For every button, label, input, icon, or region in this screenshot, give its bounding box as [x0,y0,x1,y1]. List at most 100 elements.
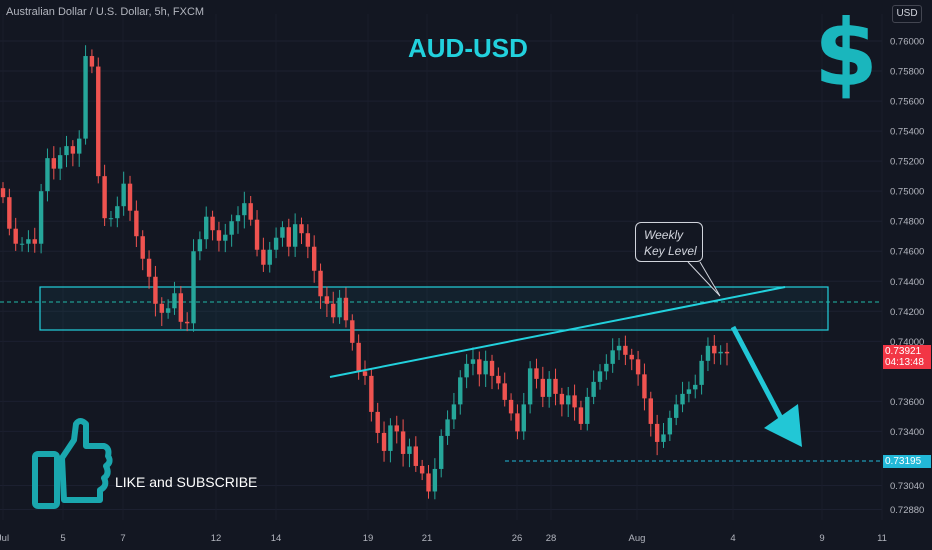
candle-body[interactable] [51,158,57,169]
candle-body[interactable] [712,345,717,354]
candle-body[interactable] [318,270,323,297]
candle-body[interactable] [591,381,596,397]
candle-body[interactable] [648,398,653,424]
candle-body[interactable] [388,425,393,451]
candle-body[interactable] [121,183,126,207]
candle-body[interactable] [197,239,203,252]
candle-body[interactable] [439,435,444,469]
candle-body[interactable] [623,345,628,355]
candle-body[interactable] [546,378,552,397]
candle-body[interactable] [521,404,526,432]
candle-body[interactable] [331,303,336,318]
candle-body[interactable] [642,374,647,399]
candle-body[interactable] [515,413,520,432]
candle-body[interactable] [559,393,565,405]
candle-body[interactable] [343,297,349,321]
candle-body[interactable] [311,246,317,271]
candle-body[interactable] [445,419,450,436]
candle-body[interactable] [204,216,209,240]
candle-body[interactable] [458,377,463,405]
candle-body[interactable] [693,384,698,390]
candle-body[interactable] [610,350,615,364]
candle-body[interactable] [324,296,330,304]
candle-body[interactable] [280,227,285,238]
candle-body[interactable] [134,210,139,237]
candle-body[interactable] [286,227,291,247]
candle-body[interactable] [667,417,673,435]
candle-body[interactable] [356,342,361,372]
candle-body[interactable] [267,249,272,265]
candle-body[interactable] [299,224,304,234]
candle-body[interactable] [566,395,571,405]
candle-body[interactable] [432,468,438,492]
candle-body[interactable] [146,258,152,277]
candle-body[interactable] [216,230,222,241]
candle-body[interactable] [273,237,279,250]
candle-body[interactable] [489,360,495,376]
candle-body[interactable] [394,425,399,432]
candle-body[interactable] [254,219,260,250]
candle-body[interactable] [19,243,25,245]
candle-body[interactable] [508,399,514,414]
candle-body[interactable] [400,431,406,454]
candle-body[interactable] [38,191,44,244]
candle-body[interactable] [13,228,18,244]
candle-body[interactable] [305,233,311,247]
candle-body[interactable] [502,383,507,400]
candle-body[interactable] [7,197,12,229]
candle-body[interactable] [178,293,184,322]
candle-body[interactable] [26,239,31,244]
candle-body[interactable] [686,389,692,394]
candle-body[interactable] [483,360,488,375]
candle-body[interactable] [96,66,101,177]
candle-body[interactable] [140,236,145,259]
candle-body[interactable] [369,375,374,412]
candle-body[interactable] [235,215,241,222]
candle-body[interactable] [191,251,196,324]
candle-body[interactable] [261,249,266,265]
candle-body[interactable] [464,363,469,378]
candle-body[interactable] [223,234,228,241]
candle-body[interactable] [89,56,95,67]
candle-body[interactable] [578,407,584,424]
candle-body[interactable] [585,396,590,424]
candle-body[interactable] [102,176,107,219]
candle-body[interactable] [673,404,679,418]
candle-body[interactable] [362,371,368,376]
candle-body[interactable] [210,216,215,231]
candle-body[interactable] [64,146,69,156]
candle-body[interactable] [635,359,641,375]
candle-body[interactable] [153,276,158,304]
candle-body[interactable] [572,395,577,408]
candle-body[interactable] [242,203,247,216]
candle-body[interactable] [534,368,539,379]
candle-body[interactable] [115,206,120,219]
candle-body[interactable] [83,56,88,139]
candle-body[interactable] [661,434,666,442]
candle-body[interactable] [477,359,482,375]
candle-body[interactable] [184,321,190,324]
candle-body[interactable] [705,345,711,361]
candle-body[interactable] [32,239,37,244]
candle-body[interactable] [350,320,355,343]
candle-body[interactable] [604,363,609,372]
candle-body[interactable] [553,378,558,394]
candle-body[interactable] [375,411,380,433]
candle-body[interactable] [70,146,76,154]
candle-body[interactable] [0,188,6,198]
candle-body[interactable] [413,446,419,466]
candle-body[interactable] [407,446,412,454]
candle-body[interactable] [616,345,622,351]
candle-body[interactable] [451,404,457,420]
candle-body[interactable] [172,293,177,309]
candle-body[interactable] [57,155,63,169]
candle-body[interactable] [108,218,114,220]
candle-body[interactable] [496,375,501,384]
candle-body[interactable] [419,465,425,474]
candle-body[interactable] [699,360,704,385]
candle-body[interactable] [724,351,730,354]
candle-body[interactable] [654,423,660,442]
candle-body[interactable] [540,378,546,397]
